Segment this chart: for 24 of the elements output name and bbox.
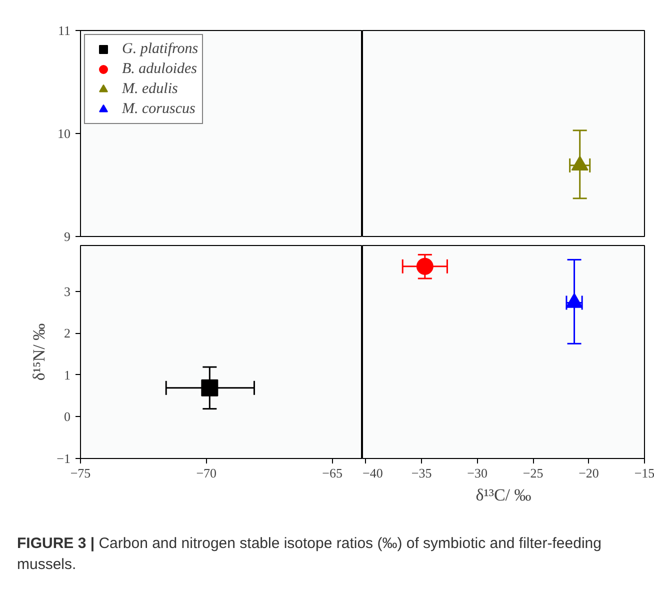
x-tick-label: −20 xyxy=(578,466,599,480)
y-tick-label: −1 xyxy=(56,451,71,466)
y-tick-label: 2 xyxy=(64,326,70,341)
x-tick-label: −35 xyxy=(411,466,432,480)
legend-label: B. aduloides xyxy=(122,60,197,78)
y-tick-label: 0 xyxy=(64,409,70,424)
x-tick-label: −75 xyxy=(70,466,91,480)
y-tick-label: 3 xyxy=(64,284,70,299)
legend-label: M. coruscus xyxy=(122,100,196,118)
x-tick-label: −25 xyxy=(522,466,544,480)
y-tick-label: 1 xyxy=(64,367,70,382)
x-tick-label: −65 xyxy=(322,466,342,480)
y-tick-label: 10 xyxy=(58,126,70,141)
legend-label: M. edulis xyxy=(122,80,178,98)
y-tick-label: 11 xyxy=(58,23,71,38)
x-tick-label: −40 xyxy=(362,466,383,480)
y-axis-title: δ¹⁵N/ ‰ xyxy=(30,323,49,381)
legend-label: G. platifrons xyxy=(122,40,198,58)
y-tick-label: 9 xyxy=(64,229,70,244)
x-axis-title: δ¹³C/ ‰ xyxy=(476,486,532,504)
x-tick-label: −30 xyxy=(467,466,488,480)
x-tick-label: −70 xyxy=(196,466,217,480)
x-tick-label: −15 xyxy=(634,466,654,480)
text: FIGURE 3 | Carbon and nitrogen stable isotope ratios (‰) of symbiotic and filter-feeding mussels. xyxy=(17,535,602,574)
